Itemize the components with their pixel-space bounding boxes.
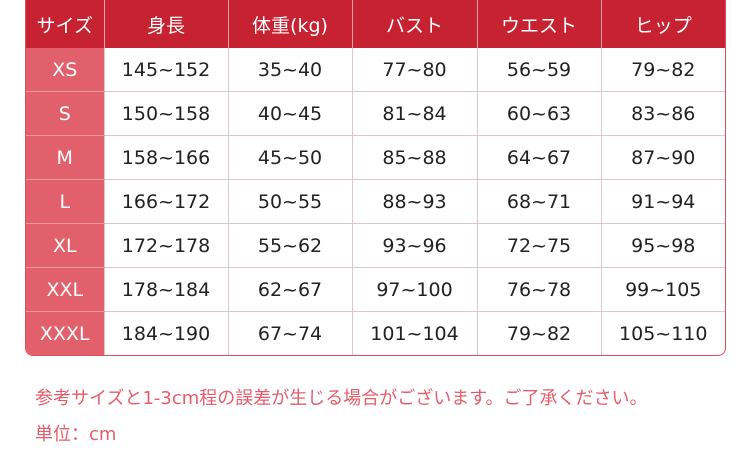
table-cell: 172~178 (104, 223, 229, 268)
table-cell: 68~71 (477, 179, 602, 224)
table-cell: 76~78 (477, 267, 602, 312)
size-label: XL (26, 223, 105, 268)
size-label: XXL (26, 267, 105, 312)
table-cell: 83~86 (601, 91, 725, 136)
table-cell: 99~105 (601, 267, 725, 312)
table-cell: 87~90 (601, 135, 725, 180)
table-cell: 105~110 (619, 322, 708, 345)
table-cell: 81~84 (352, 91, 478, 136)
table-cell: 184~190 (104, 311, 229, 355)
table-row: XL 172~178 55~62 93~96 72~75 95~98 (26, 223, 725, 268)
column-header: 身長 (104, 0, 229, 48)
table-cell: 56~59 (477, 48, 602, 92)
note-error-margin: 参考サイズと1-3cm程の誤差が生じる場合がございます。ご了承ください。 (35, 388, 648, 409)
table-cell: 97~100 (352, 267, 478, 312)
column-header: ヒップ (601, 0, 725, 48)
size-label: S (26, 91, 105, 136)
table-cell: 158~166 (104, 135, 229, 180)
table-row: XS 145~152 35~40 77~80 56~59 79~82 (26, 48, 725, 92)
size-label: XXXL (26, 311, 105, 355)
table-cell: 178~184 (104, 267, 229, 312)
column-header: バスト (352, 0, 478, 48)
table-cell: 67~74 (228, 311, 353, 355)
table-cell: 93~96 (352, 223, 478, 268)
table-cell: 79~82 (477, 311, 602, 355)
table-cell: 60~63 (477, 91, 602, 136)
table-cell: 79~82 (601, 48, 725, 92)
column-header: 体重(kg) (228, 0, 353, 48)
size-label: M (26, 135, 105, 180)
column-header: サイズ (26, 0, 105, 48)
table-cell: 95~98 (601, 223, 725, 268)
size-label: L (26, 179, 105, 224)
table-cell: 35~40 (228, 48, 353, 92)
table-cell: 88~93 (352, 179, 478, 224)
column-header: ウエスト (477, 0, 602, 48)
size-label: XS (26, 48, 105, 92)
table-cell: 62~67 (228, 267, 353, 312)
table-cell: 150~158 (104, 91, 229, 136)
table-cell: 40~45 (228, 91, 353, 136)
table-cell: 101~104 (352, 311, 478, 355)
table-cell: 91~94 (601, 179, 725, 224)
table-cell: 50~55 (228, 179, 353, 224)
table-row: S 150~158 40~45 81~84 60~63 83~86 (26, 91, 725, 136)
table-row: XXL 178~184 62~67 97~100 76~78 99~105 (26, 267, 725, 312)
table-cell: 166~172 (104, 179, 229, 224)
note-unit: 単位：cm (35, 424, 117, 445)
table-row: M 158~166 45~50 85~88 64~67 87~90 (26, 135, 725, 180)
table-cell: 77~80 (352, 48, 478, 92)
table-cell: 72~75 (477, 223, 602, 268)
table-row: L 166~172 50~55 88~93 68~71 91~94 (26, 179, 725, 224)
table-row: XXXL 184~190 67~74 101~104 79~82 105~110 (26, 311, 725, 355)
table-cell: 45~50 (228, 135, 353, 180)
table-header-row: サイズ 身長 体重(kg) バスト ウエスト ヒップ (26, 0, 725, 48)
table-cell: 64~67 (477, 135, 602, 180)
table-cell: 55~62 (228, 223, 353, 268)
table-cell: 85~88 (352, 135, 478, 180)
size-chart-table: サイズ 身長 体重(kg) バスト ウエスト ヒップ XS 145~152 35~40 77~8… (25, 0, 726, 356)
table-cell: 145~152 (104, 48, 229, 92)
